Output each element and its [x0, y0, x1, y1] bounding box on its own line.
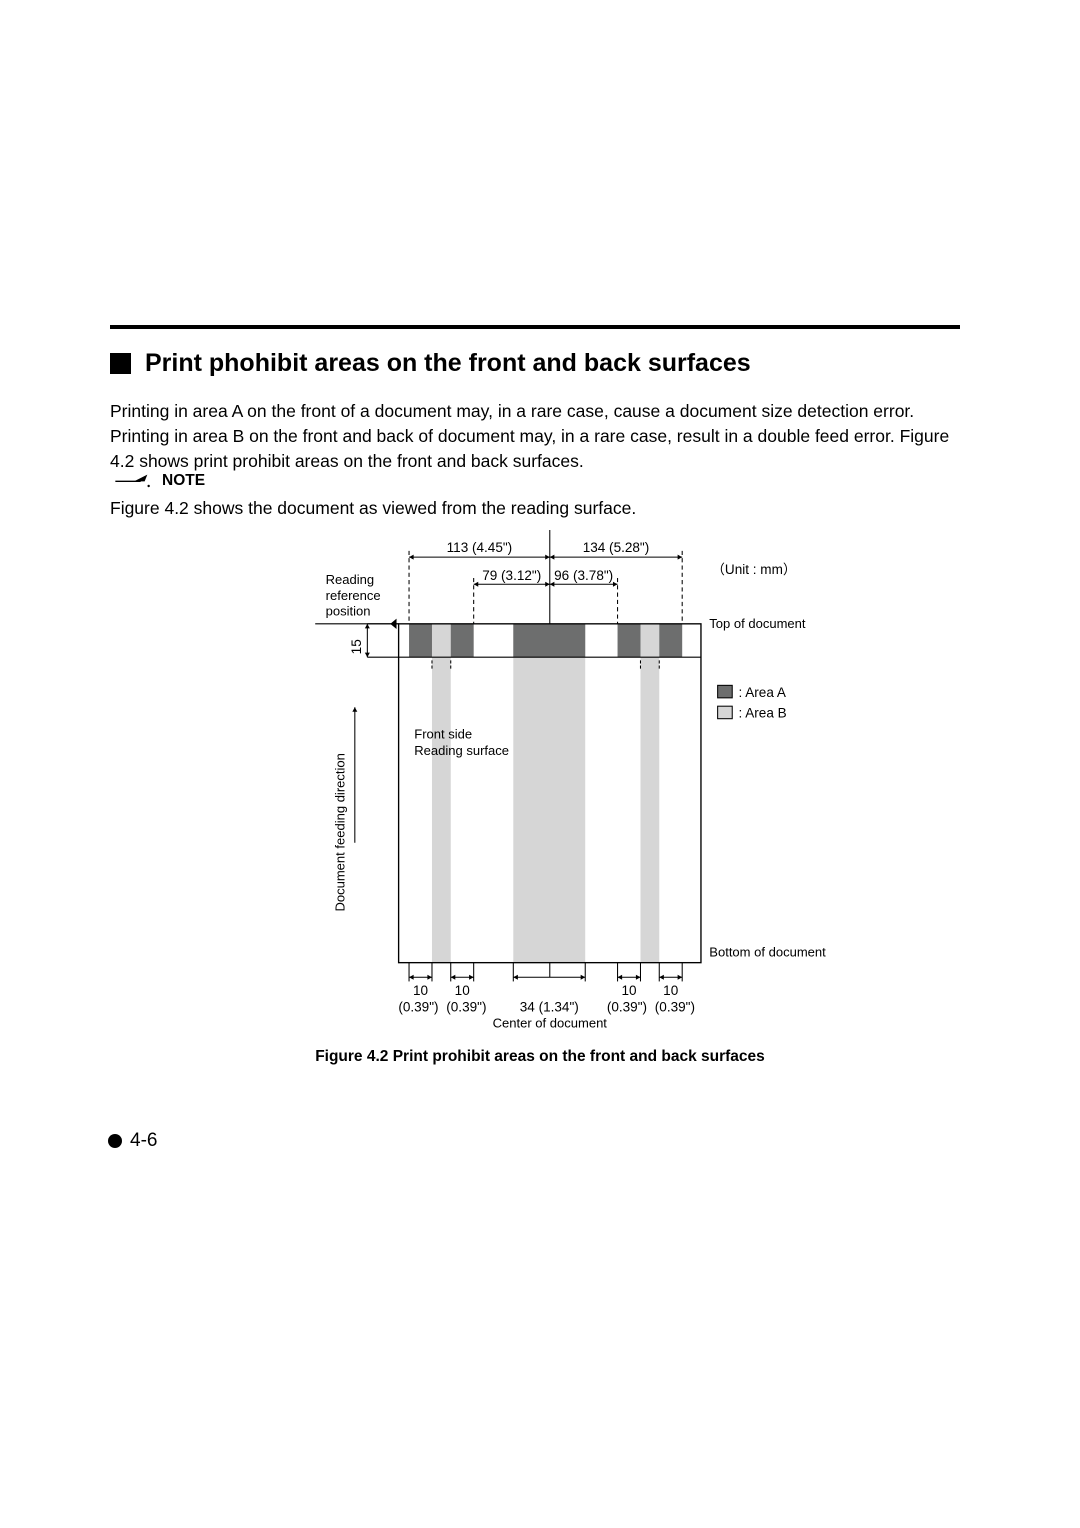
heading-bullet-icon	[110, 353, 131, 374]
svg-text:15: 15	[349, 639, 364, 654]
svg-text:10: 10	[621, 983, 636, 998]
svg-text:Reading surface: Reading surface	[414, 743, 509, 758]
svg-text:（Unit : mm）: （Unit : mm）	[711, 562, 796, 577]
svg-text:Bottom of document: Bottom of document	[709, 944, 826, 959]
svg-text:reference: reference	[326, 588, 381, 603]
diagram: 113 (4.45") 134 (5.28") 79 (3.12") 96 (3.78…	[240, 530, 870, 1020]
section-heading: Print phohibit areas on the front and ba…	[110, 349, 751, 378]
svg-text:34 (1.34"): 34 (1.34")	[520, 1000, 579, 1015]
body-paragraph: Printing in area A on the front of a doc…	[110, 399, 970, 474]
svg-text:Top of document: Top of document	[709, 616, 806, 631]
page-number: 4-6	[108, 1130, 157, 1152]
svg-text:(0.39"): (0.39")	[398, 1000, 438, 1015]
svg-text:: Area B: : Area B	[738, 706, 786, 721]
svg-text:(0.39"): (0.39")	[446, 1000, 486, 1015]
svg-text:96 (3.78"): 96 (3.78")	[554, 568, 613, 583]
page-bullet-icon	[108, 1134, 122, 1148]
note-body: Figure 4.2 shows the document as viewed …	[110, 498, 636, 519]
svg-text:10: 10	[413, 983, 428, 998]
svg-text:134 (5.28"): 134 (5.28")	[583, 540, 650, 555]
note-label: NOTE	[162, 472, 205, 490]
svg-text:10: 10	[455, 983, 470, 998]
svg-text:Front side: Front side	[414, 727, 472, 742]
svg-text:: Area A: : Area A	[738, 685, 786, 700]
svg-text:(0.39"): (0.39")	[607, 1000, 647, 1015]
svg-text:79 (3.12"): 79 (3.12")	[482, 568, 541, 583]
svg-text:10: 10	[663, 983, 678, 998]
svg-text:113 (4.45"): 113 (4.45")	[447, 540, 513, 555]
svg-text:(0.39"): (0.39")	[655, 1000, 695, 1015]
svg-text:Center of document: Center of document	[493, 1015, 608, 1030]
top-rule	[110, 325, 960, 329]
svg-text:Document feeding direction: Document feeding direction	[332, 753, 347, 911]
page-number-text: 4-6	[130, 1130, 157, 1152]
svg-text:position: position	[326, 603, 371, 618]
figure-caption: Figure 4.2 Print prohibit areas on the f…	[0, 1048, 1080, 1066]
svg-text:Reading: Reading	[326, 572, 375, 587]
heading-text: Print phohibit areas on the front and ba…	[145, 349, 751, 378]
note-icon	[114, 474, 154, 489]
